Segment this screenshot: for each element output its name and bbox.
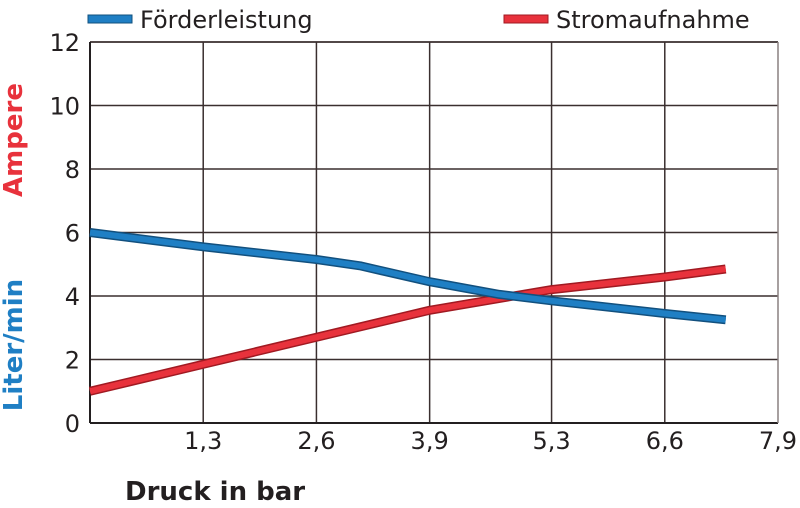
y-tick-label: 8 xyxy=(65,156,80,184)
x-tick-label: 5,3 xyxy=(532,427,570,455)
series-line-foerderleistung xyxy=(89,229,727,323)
x-tick-labels: 1,3 2,6 3,9 5,3 6,6 7,9 xyxy=(184,427,797,455)
x-tick-label: 3,9 xyxy=(411,427,449,455)
y-tick-label: 6 xyxy=(65,220,80,248)
y-tick-label: 2 xyxy=(65,347,80,375)
series-layer xyxy=(88,228,727,396)
legend-label-foerderleistung: Förderleistung xyxy=(140,6,313,34)
y-tick-label: 10 xyxy=(49,93,80,121)
x-tick-label: 2,6 xyxy=(297,427,335,455)
legend-swatch-stromaufnahme xyxy=(503,14,549,24)
legend: Förderleistung Stromaufnahme xyxy=(87,6,750,34)
x-tick-label: 7,9 xyxy=(759,427,797,455)
y-tick-label: 0 xyxy=(65,410,80,438)
x-tick-label: 1,3 xyxy=(184,427,222,455)
legend-label-stromaufnahme: Stromaufnahme xyxy=(556,6,750,34)
y-tick-labels: 0 2 4 6 8 10 12 xyxy=(49,29,80,438)
x-tick-label: 6,6 xyxy=(646,427,684,455)
y-axis-title-ampere: Ampere xyxy=(0,83,29,197)
series-outline-stromaufnahme xyxy=(88,264,727,396)
y-tick-label: 4 xyxy=(65,283,80,311)
y-axis-title-liter-min: Liter/min xyxy=(0,279,29,411)
series-line-stromaufnahme xyxy=(89,266,727,395)
legend-swatch-foerderleistung xyxy=(87,14,133,24)
y-tick-label: 12 xyxy=(49,29,80,57)
x-axis-title: Druck in bar xyxy=(125,477,305,507)
